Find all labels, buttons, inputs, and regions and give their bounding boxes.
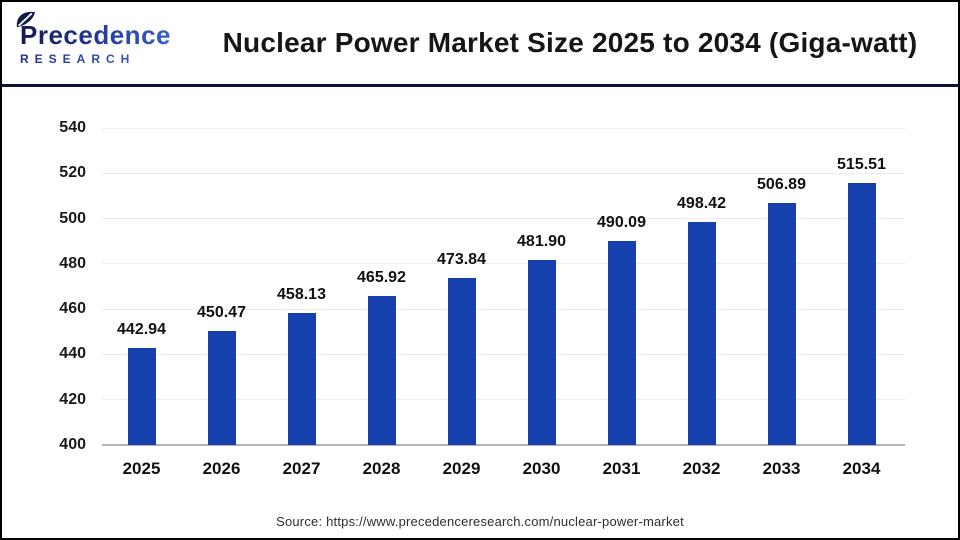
logo-brand-name: Precedence (20, 20, 196, 51)
x-axis-label-2033: 2033 (762, 459, 801, 478)
chart-title: Nuclear Power Market Size 2025 to 2034 (… (222, 27, 918, 58)
header-divider (2, 84, 958, 87)
x-axis-label-2034: 2034 (842, 459, 881, 478)
bar-2032 (687, 222, 716, 445)
gridline-520 (102, 172, 905, 174)
brand-logo: Precedence RESEARCH (16, 11, 196, 66)
x-axis-label-2025: 2025 (122, 459, 161, 478)
gridline-500 (102, 218, 905, 220)
bar-value-label-2031: 490.09 (597, 214, 646, 231)
bar-value-label-2030: 481.90 (517, 232, 566, 250)
bar-2029 (447, 277, 476, 445)
bar-value-label-2029: 473.84 (437, 250, 486, 268)
gridline-460 (102, 308, 905, 310)
x-axis-label-2031: 2031 (602, 459, 641, 478)
x-axis-label-2027: 2027 (282, 459, 321, 478)
gridline-540 (102, 127, 905, 129)
bar-2033 (767, 202, 796, 445)
y-axis-label-460: 460 (59, 300, 86, 318)
y-axis-label-520: 520 (59, 164, 86, 182)
bar-2025 (127, 347, 156, 445)
x-axis-line (102, 444, 905, 446)
x-axis-label-2029: 2029 (442, 459, 481, 478)
y-axis-label-420: 420 (59, 390, 86, 408)
bar-2034 (847, 183, 876, 445)
bar-value-label-2026: 450.47 (197, 303, 246, 321)
bar-value-label-2027: 458.13 (277, 286, 326, 304)
y-axis-label-500: 500 (59, 209, 86, 227)
bar-2026 (207, 330, 236, 445)
bar-value-label-2028: 465.92 (357, 268, 406, 286)
bar-2028 (367, 295, 396, 445)
logo-brand-subtitle: RESEARCH (20, 52, 196, 66)
leaf-icon (16, 11, 35, 28)
source-text: Source: https://www.precedenceresearch.c… (276, 514, 684, 529)
gridline-480 (102, 263, 905, 265)
header: Precedence RESEARCH Nuclear Power Market… (2, 2, 958, 84)
bar-value-label-2034: 515.51 (837, 156, 886, 174)
bar-value-label-2033: 506.89 (757, 175, 806, 193)
x-axis-label-2030: 2030 (522, 459, 561, 478)
bar-2027 (287, 313, 316, 445)
y-axis-label-540: 540 (59, 119, 86, 136)
x-axis-label-2032: 2032 (682, 459, 721, 478)
bar-2030 (527, 259, 556, 445)
bar-value-label-2025: 442.94 (117, 320, 166, 338)
gridline-440 (102, 353, 905, 355)
x-axis-label-2026: 2026 (202, 459, 241, 478)
y-axis-label-480: 480 (59, 254, 86, 272)
bar-value-label-2032: 498.42 (677, 195, 726, 213)
x-axis-label-2028: 2028 (362, 459, 401, 478)
gridline-420 (102, 399, 905, 401)
bar-2031 (607, 241, 636, 445)
y-axis-label-400: 400 (59, 436, 86, 453)
y-axis-label-440: 440 (59, 345, 86, 363)
